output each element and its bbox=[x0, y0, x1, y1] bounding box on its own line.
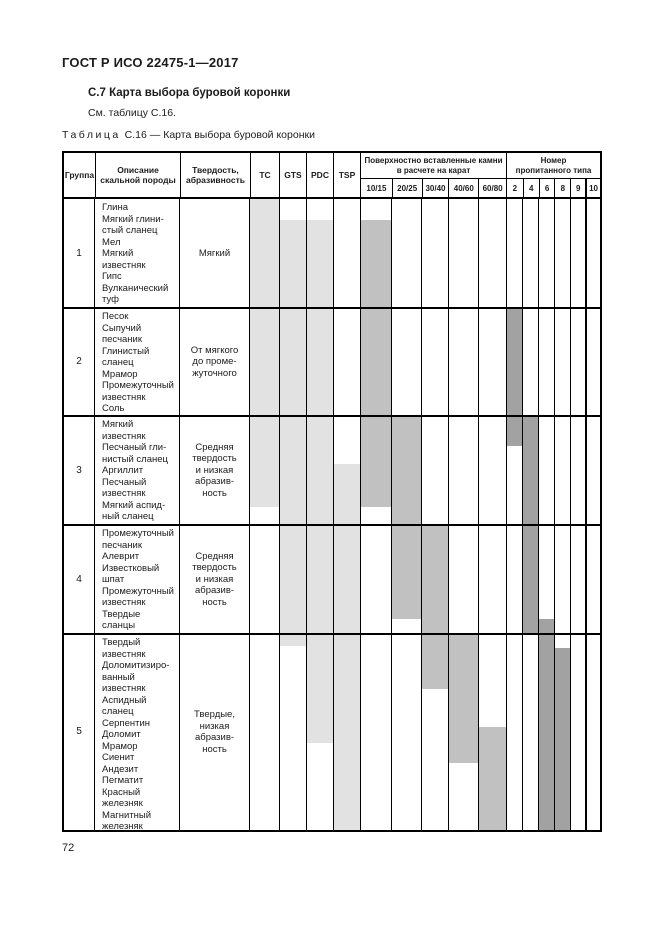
bit-selection-table: Группа Описание скальной породы Твердост… bbox=[62, 151, 602, 832]
chart-col-pdc bbox=[306, 199, 333, 830]
group-number: 5 bbox=[76, 726, 82, 738]
group-number-cell: 3 bbox=[64, 416, 95, 525]
table-body: 1 Глина Мягкий глини- стый сланец Мел Мя… bbox=[64, 197, 600, 830]
header-type-8: 8 bbox=[554, 179, 570, 197]
header-pdc: PDC bbox=[306, 153, 333, 197]
header-type-4: 4 bbox=[522, 179, 539, 197]
rock-list-cell: Песок Сыпучий песчаник Глинистый сланец … bbox=[95, 308, 180, 416]
table-header-row: Группа Описание скальной породы Твердост… bbox=[64, 153, 600, 197]
caption-word: Таблица bbox=[62, 129, 121, 141]
hardness-cell: Средняя твердость и низкая абразив- ност… bbox=[180, 416, 250, 525]
group-number: 4 bbox=[76, 573, 82, 585]
impregnated-type-label: Номер пропитанного типа bbox=[507, 153, 600, 179]
hardness-cell: Твердые, низкая абразив- ность bbox=[180, 634, 250, 830]
header-impregnated-type-group: Номер пропитанного типа 2 4 6 8 9 10 bbox=[506, 153, 600, 197]
hardness-cell: От мягкого до проме- жуточного bbox=[180, 308, 250, 416]
group-number-cell: 1 bbox=[64, 199, 95, 308]
group-number-cell: 5 bbox=[64, 634, 95, 830]
range-bar-tsp bbox=[334, 464, 360, 830]
row-divider bbox=[64, 307, 600, 309]
rock-list-cell: Промежуточный песчаник Алеврит Известков… bbox=[95, 525, 180, 634]
range-bar-tc bbox=[250, 199, 279, 507]
range-bar-i6 bbox=[539, 619, 554, 830]
group-number-cell: 2 bbox=[64, 308, 95, 416]
range-bar-s2025 bbox=[392, 416, 421, 619]
range-bar-i8 bbox=[555, 648, 570, 830]
impregnated-type-subheader: 2 4 6 8 9 10 bbox=[507, 179, 600, 197]
chart-col-i10 bbox=[585, 199, 600, 830]
standard-code: ГОСТ Р ИСО 22475-1—2017 bbox=[62, 55, 239, 70]
range-bar-gts bbox=[280, 220, 306, 646]
group-number: 3 bbox=[76, 464, 82, 476]
page-number: 72 bbox=[62, 842, 75, 854]
section-note: См. таблицу С.16. bbox=[88, 107, 176, 119]
chart-col-s2025 bbox=[391, 199, 421, 830]
header-rock-description: Описание скальной породы bbox=[95, 153, 180, 197]
table-caption: Таблица С.16 — Карта выбора буровой корон… bbox=[62, 129, 315, 141]
row-divider bbox=[64, 633, 600, 635]
chart-col-tsp bbox=[333, 199, 360, 830]
header-type-10: 10 bbox=[585, 179, 600, 197]
header-type-9: 9 bbox=[570, 179, 585, 197]
chart-col-s4060 bbox=[448, 199, 478, 830]
group-number: 1 bbox=[76, 247, 82, 259]
rock-list-cell: Твердый известняк Доломитизиро- ванный и… bbox=[95, 634, 180, 830]
group-number-cell: 4 bbox=[64, 525, 95, 634]
section-title: С.7 Карта выбора буровой коронки bbox=[88, 87, 291, 99]
chart-col-s3040 bbox=[421, 199, 448, 830]
chart-col-s6080 bbox=[478, 199, 506, 830]
row-divider bbox=[64, 524, 600, 526]
header-20-25: 20/25 bbox=[391, 179, 422, 197]
chart-col-tc bbox=[250, 199, 279, 830]
row-divider bbox=[64, 415, 600, 417]
header-40-60: 40/60 bbox=[448, 179, 478, 197]
header-60-80: 60/80 bbox=[478, 179, 506, 197]
header-type-6: 6 bbox=[538, 179, 555, 197]
header-tc: ТС bbox=[250, 153, 279, 197]
range-bar-s4060 bbox=[449, 634, 478, 763]
header-30-40: 30/40 bbox=[421, 179, 449, 197]
header-gts: GTS bbox=[279, 153, 306, 197]
header-group: Группа bbox=[64, 169, 95, 180]
range-bar-s6080 bbox=[479, 727, 506, 830]
chart-col-i2 bbox=[506, 199, 522, 830]
header-surface-set-stones-group: Поверхностно вставленные камни в расчете… bbox=[360, 153, 506, 197]
chart-col-i4 bbox=[522, 199, 538, 830]
chart-col-s1015 bbox=[360, 199, 391, 830]
chart-col-i8 bbox=[554, 199, 570, 830]
chart-col-i9 bbox=[570, 199, 585, 830]
header-tsp: TSP bbox=[333, 153, 360, 197]
rock-list-cell: Глина Мягкий глини- стый сланец Мел Мягк… bbox=[95, 199, 180, 308]
chart-col-i6 bbox=[538, 199, 554, 830]
hardness-cell: Мягкий bbox=[180, 199, 250, 308]
range-bar-s3040 bbox=[422, 525, 448, 689]
surface-set-stones-subheader: 10/15 20/25 30/40 40/60 60/80 bbox=[361, 179, 506, 197]
range-bar-s1015 bbox=[361, 220, 391, 507]
hardness-cell: Средняя твердость и низкая абразив- ност… bbox=[180, 525, 250, 634]
chart-col-gts bbox=[279, 199, 306, 830]
rock-list-cell: Мягкий известняк Песчаный гли- нистый сл… bbox=[95, 416, 180, 525]
caption-number: С.16 bbox=[124, 129, 147, 141]
header-10-15: 10/15 bbox=[366, 183, 387, 193]
range-bar-pdc bbox=[307, 220, 333, 743]
range-bar-i2 bbox=[507, 308, 522, 446]
header-type-2: 2 bbox=[512, 183, 518, 193]
caption-rest: — Карта выбора буровой коронки bbox=[149, 129, 315, 141]
surface-set-stones-label: Поверхностно вставленные камни в расчете… bbox=[361, 153, 506, 179]
group-number: 2 bbox=[76, 356, 82, 368]
header-hardness: Твердость, абразивность bbox=[180, 153, 250, 197]
